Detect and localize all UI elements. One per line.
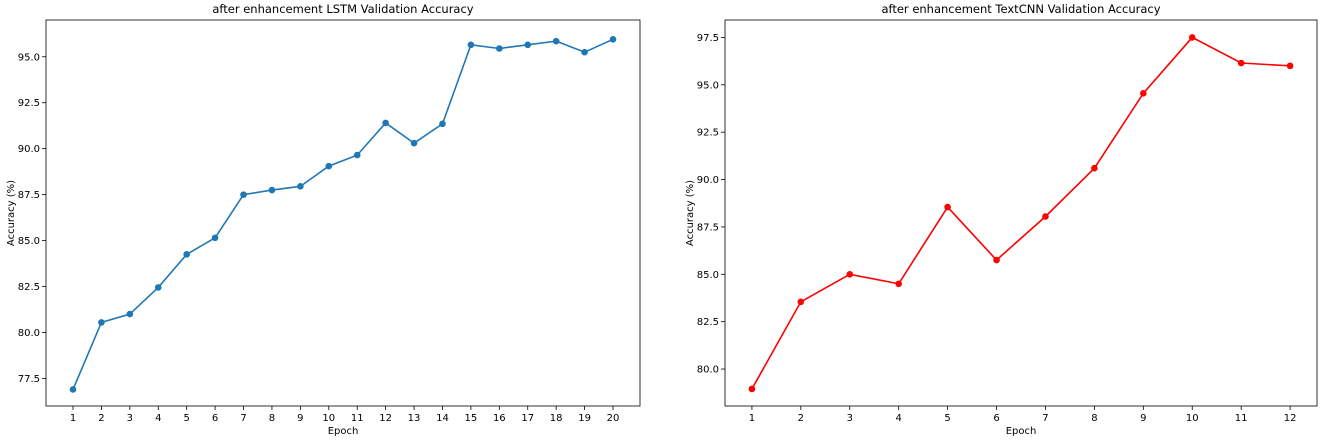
lstm-x-tick-label: 18 <box>550 413 563 424</box>
lstm-x-tick-label: 20 <box>607 413 620 424</box>
textcnn-x-tick-label: 3 <box>847 413 853 424</box>
lstm-data-point <box>439 120 446 128</box>
lstm-data-point <box>126 310 134 318</box>
textcnn-y-tick-label: 80.0 <box>697 365 719 376</box>
lstm-chart: after enhancement LSTM Validation Accura… <box>6 2 641 437</box>
lstm-x-tick-label: 1 <box>70 413 76 424</box>
textcnn-chart: after enhancement TextCNN Validation Acc… <box>685 2 1318 437</box>
textcnn-x-ticks: 1 2 3 4 5 6 7 8 9 10 11 12 <box>749 406 1297 424</box>
lstm-x-tick-label: 7 <box>240 413 246 424</box>
lstm-data-point <box>609 36 617 43</box>
lstm-y-tick-label: 77.5 <box>18 374 40 385</box>
lstm-x-tick-label: 13 <box>408 413 421 424</box>
textcnn-y-tick-label: 95.0 <box>697 80 719 91</box>
lstm-x-tick-label: 19 <box>578 413 591 424</box>
textcnn-y-tick-label: 92.5 <box>697 128 719 139</box>
textcnn-plot-area <box>724 19 1318 407</box>
textcnn-data-point <box>895 280 902 288</box>
lstm-x-tick-label: 4 <box>155 413 161 424</box>
textcnn-y-tick-label: 97.5 <box>697 33 719 44</box>
lstm-x-ticks: 1 2 3 4 5 6 7 8 9 10 11 12 13 14 15 16 17 18 19 20 <box>70 406 620 424</box>
lstm-x-tick-label: 14 <box>436 413 449 424</box>
textcnn-x-axis-label: Epoch <box>1006 426 1037 437</box>
textcnn-x-tick-label: 9 <box>1140 413 1146 424</box>
textcnn-x-tick-label: 8 <box>1091 413 1097 424</box>
textcnn-x-tick-label: 5 <box>944 413 950 424</box>
textcnn-y-tick-label: 87.5 <box>697 222 719 233</box>
lstm-series-line <box>72 38 614 390</box>
textcnn-x-tick-label: 12 <box>1284 413 1297 424</box>
lstm-data-point <box>268 186 276 194</box>
lstm-data-point <box>69 386 77 393</box>
textcnn-data-point <box>993 256 1000 264</box>
lstm-x-tick-label: 2 <box>98 413 104 424</box>
textcnn-data-point <box>1188 34 1196 41</box>
lstm-x-tick-label: 6 <box>212 413 218 424</box>
textcnn-data-point <box>846 271 854 278</box>
lstm-y-tick-label: 92.5 <box>18 98 40 109</box>
lstm-data-point <box>325 162 333 170</box>
lstm-y-axis-label: Accuracy (%) <box>6 180 17 246</box>
lstm-y-tick-label: 82.5 <box>18 282 40 293</box>
textcnn-data-point <box>1140 90 1147 97</box>
lstm-x-tick-label: 12 <box>379 413 392 424</box>
textcnn-chart-title: after enhancement TextCNN Validation Acc… <box>881 2 1160 16</box>
lstm-x-tick-label: 9 <box>297 413 303 424</box>
lstm-chart-title: after enhancement LSTM Validation Accura… <box>212 2 473 16</box>
lstm-data-point <box>183 251 190 258</box>
textcnn-data-point <box>1237 59 1245 67</box>
lstm-data-point <box>382 119 389 127</box>
textcnn-y-tick-label: 82.5 <box>697 317 719 328</box>
lstm-data-point <box>552 37 560 45</box>
lstm-y-ticks: 77.5 80.0 82.5 85.0 87.5 90.0 92.5 95.0 <box>18 52 46 385</box>
lstm-x-tick-label: 10 <box>322 413 335 424</box>
textcnn-y-ticks: 80.0 82.5 85.0 87.5 90.0 92.5 95.0 97.5 <box>697 33 725 376</box>
lstm-data-point <box>240 191 247 198</box>
lstm-y-tick-label: 80.0 <box>18 328 40 339</box>
textcnn-x-tick-label: 11 <box>1235 413 1248 424</box>
textcnn-y-tick-label: 85.0 <box>697 270 719 281</box>
lstm-x-tick-label: 8 <box>269 413 275 424</box>
lstm-x-axis-label: Epoch <box>328 426 359 437</box>
textcnn-data-point <box>797 298 805 306</box>
textcnn-y-tick-label: 90.0 <box>697 175 719 186</box>
textcnn-y-axis-label: Accuracy (%) <box>685 180 696 246</box>
lstm-data-point <box>211 234 219 242</box>
lstm-x-tick-label: 5 <box>183 413 189 424</box>
lstm-y-tick-label: 90.0 <box>18 144 40 155</box>
lstm-y-tick-label: 95.0 <box>18 52 40 63</box>
lstm-data-point <box>353 151 361 159</box>
lstm-data-point <box>581 48 588 56</box>
textcnn-data-point <box>1091 164 1098 172</box>
lstm-x-tick-label: 3 <box>127 413 133 424</box>
lstm-x-tick-label: 11 <box>351 413 364 424</box>
textcnn-x-tick-label: 10 <box>1186 413 1199 424</box>
lstm-data-point <box>467 41 475 49</box>
lstm-data-point <box>154 284 162 291</box>
textcnn-data-point <box>1042 213 1049 220</box>
lstm-data-point <box>98 319 105 326</box>
lstm-data-point <box>297 183 304 190</box>
lstm-plot-area <box>45 19 641 407</box>
textcnn-x-tick-label: 4 <box>895 413 901 424</box>
textcnn-series <box>748 34 1294 393</box>
textcnn-data-point <box>944 203 951 211</box>
textcnn-data-point <box>748 385 756 393</box>
textcnn-x-tick-label: 1 <box>749 413 755 424</box>
lstm-series <box>69 36 617 393</box>
textcnn-data-point <box>1286 62 1294 70</box>
lstm-x-tick-label: 16 <box>493 413 506 424</box>
lstm-data-point <box>524 41 532 49</box>
textcnn-series-line <box>751 36 1291 390</box>
lstm-y-tick-label: 87.5 <box>18 190 40 201</box>
textcnn-x-tick-label: 2 <box>798 413 804 424</box>
lstm-x-tick-label: 15 <box>465 413 478 424</box>
textcnn-x-tick-label: 7 <box>1042 413 1048 424</box>
lstm-x-tick-label: 17 <box>521 413 534 424</box>
lstm-data-point <box>496 45 503 52</box>
textcnn-x-tick-label: 6 <box>993 413 999 424</box>
lstm-data-point <box>410 139 418 147</box>
lstm-y-tick-label: 85.0 <box>18 236 40 247</box>
